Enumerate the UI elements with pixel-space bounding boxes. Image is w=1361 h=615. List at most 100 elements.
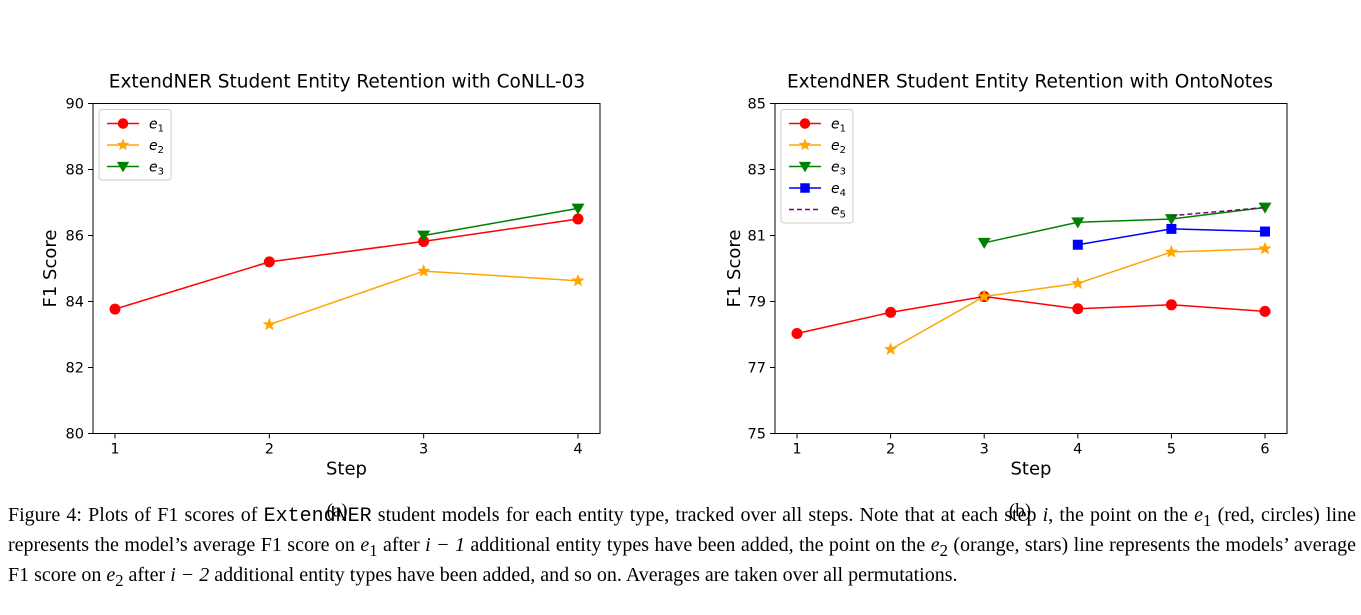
plot-area-frame (92, 103, 601, 434)
series-e2 (883, 241, 1272, 356)
y-tick-label: 90 (66, 97, 84, 113)
caption-e2: e (930, 534, 940, 556)
y-tick-label: 82 (66, 361, 84, 377)
caption-part1: student models for each entity type, tra… (371, 504, 1043, 526)
legend-label-subscript: 2 (840, 145, 846, 156)
caption-prefix: Figure 4: Plots of F1 scores of (8, 504, 264, 526)
legend-label-subscript: 2 (158, 145, 164, 156)
y-tick-label: 86 (66, 229, 84, 245)
caption-part8: additional entity types have been added,… (209, 564, 958, 586)
caption-var-i: i (1042, 504, 1049, 526)
caption-e2-sub-again: 2 (115, 571, 124, 590)
data-point-e3 (571, 203, 585, 215)
series-e1 (109, 213, 584, 315)
y-tick-label: 88 (66, 163, 84, 179)
legend-marker-e3 (798, 161, 812, 173)
data-point-e1 (1165, 299, 1177, 311)
data-point-e3 (977, 237, 991, 249)
data-point-e1 (263, 256, 275, 268)
chart-title: ExtendNER Student Entity Retention with … (787, 72, 1273, 93)
data-point-e2 (1258, 241, 1272, 255)
data-point-e3 (1164, 214, 1178, 226)
data-point-e4 (1166, 223, 1177, 234)
data-point-e2 (1071, 276, 1085, 290)
legend-marker-e3 (116, 161, 130, 173)
caption-part6: (orange, stars) line represents the mode… (8, 534, 1356, 586)
legend-marker-e1 (117, 118, 129, 129)
caption-i-minus-2: i − 2 (170, 564, 210, 586)
legend-label-subscript: 3 (840, 167, 846, 178)
x-tick-label: 4 (573, 442, 582, 458)
subfigure-label: (b) (1009, 501, 1031, 522)
x-tick-label: 5 (1167, 442, 1176, 458)
x-tick-label: 4 (1073, 442, 1082, 458)
caption-i-minus-1: i − 1 (425, 534, 465, 556)
y-tick-label: 85 (748, 97, 766, 113)
data-point-e2 (571, 273, 585, 287)
caption-part4: after (377, 534, 426, 556)
legend-marker-e2 (798, 138, 812, 151)
legend-label-subscript: 4 (840, 188, 846, 199)
legend-label-subscript: 5 (840, 210, 846, 221)
data-point-e1 (109, 303, 121, 315)
data-point-e3 (1258, 202, 1272, 214)
x-tick-label: 1 (110, 442, 119, 458)
caption-part2: , the point on the (1048, 504, 1195, 526)
data-point-e3 (1071, 217, 1085, 229)
y-tick-label: 84 (66, 295, 84, 311)
x-tick-label: 2 (886, 442, 895, 458)
y-tick-label: 80 (66, 427, 84, 443)
y-tick-label: 75 (748, 427, 766, 443)
x-tick-label: 3 (419, 442, 428, 458)
legend-label-subscript: 1 (158, 124, 164, 135)
series-line-e3 (984, 206, 1266, 244)
legend-marker-e4 (800, 183, 810, 193)
x-tick-label: 1 (792, 442, 801, 458)
series-line-e3 (423, 207, 579, 237)
subfigure-label: (a) (326, 501, 347, 522)
series-line-e2 (269, 270, 579, 326)
x-axis-label: Step (326, 459, 367, 480)
data-point-e2 (977, 289, 991, 303)
data-point-e3 (417, 230, 431, 242)
y-tick-label: 81 (748, 229, 766, 245)
caption-e1-again: e (360, 534, 370, 556)
data-point-e2 (262, 317, 276, 331)
x-tick-label: 3 (980, 442, 989, 458)
series-e2 (262, 264, 585, 331)
data-point-e1 (1259, 305, 1271, 317)
series-line-e1 (796, 295, 1266, 335)
series-e3 (417, 203, 585, 242)
y-axis-label: F1 Score (40, 230, 61, 308)
caption-part3: (red, circles) line represents the model… (8, 504, 1356, 556)
chart-title: ExtendNER Student Entity Retention with … (109, 72, 585, 93)
y-tick-label: 83 (748, 163, 766, 179)
caption-e2-again: e (106, 564, 116, 586)
x-tick-label: 6 (1260, 442, 1269, 458)
legend-label-subscript: 3 (158, 167, 164, 178)
caption-e1-sub-again: 1 (369, 541, 378, 560)
data-point-e2 (417, 264, 431, 277)
series-line-e1 (114, 218, 579, 310)
legend-marker-e2 (116, 138, 130, 151)
legend-marker-e1 (799, 118, 811, 129)
data-point-e1 (791, 328, 803, 340)
series-e4 (1072, 223, 1270, 250)
data-point-e2 (883, 342, 898, 356)
caption-e1-sub: 1 (1203, 511, 1212, 530)
caption-e1: e (1194, 504, 1204, 526)
data-point-e1 (572, 213, 584, 225)
caption-part5: additional entity types have been added,… (465, 534, 931, 556)
data-point-e1 (885, 306, 897, 318)
series-e3 (977, 202, 1272, 249)
series-line-e2 (890, 247, 1266, 351)
figure-caption: Figure 4: Plots of F1 scores of ExtendNE… (8, 503, 1356, 593)
y-axis-label: F1 Score (724, 230, 745, 308)
caption-part7: after (123, 564, 171, 586)
y-tick-label: 77 (748, 361, 766, 377)
chart-conll03: ExtendNER Student Entity Retention with … (40, 72, 601, 522)
caption-e2-sub: 2 (939, 541, 948, 560)
